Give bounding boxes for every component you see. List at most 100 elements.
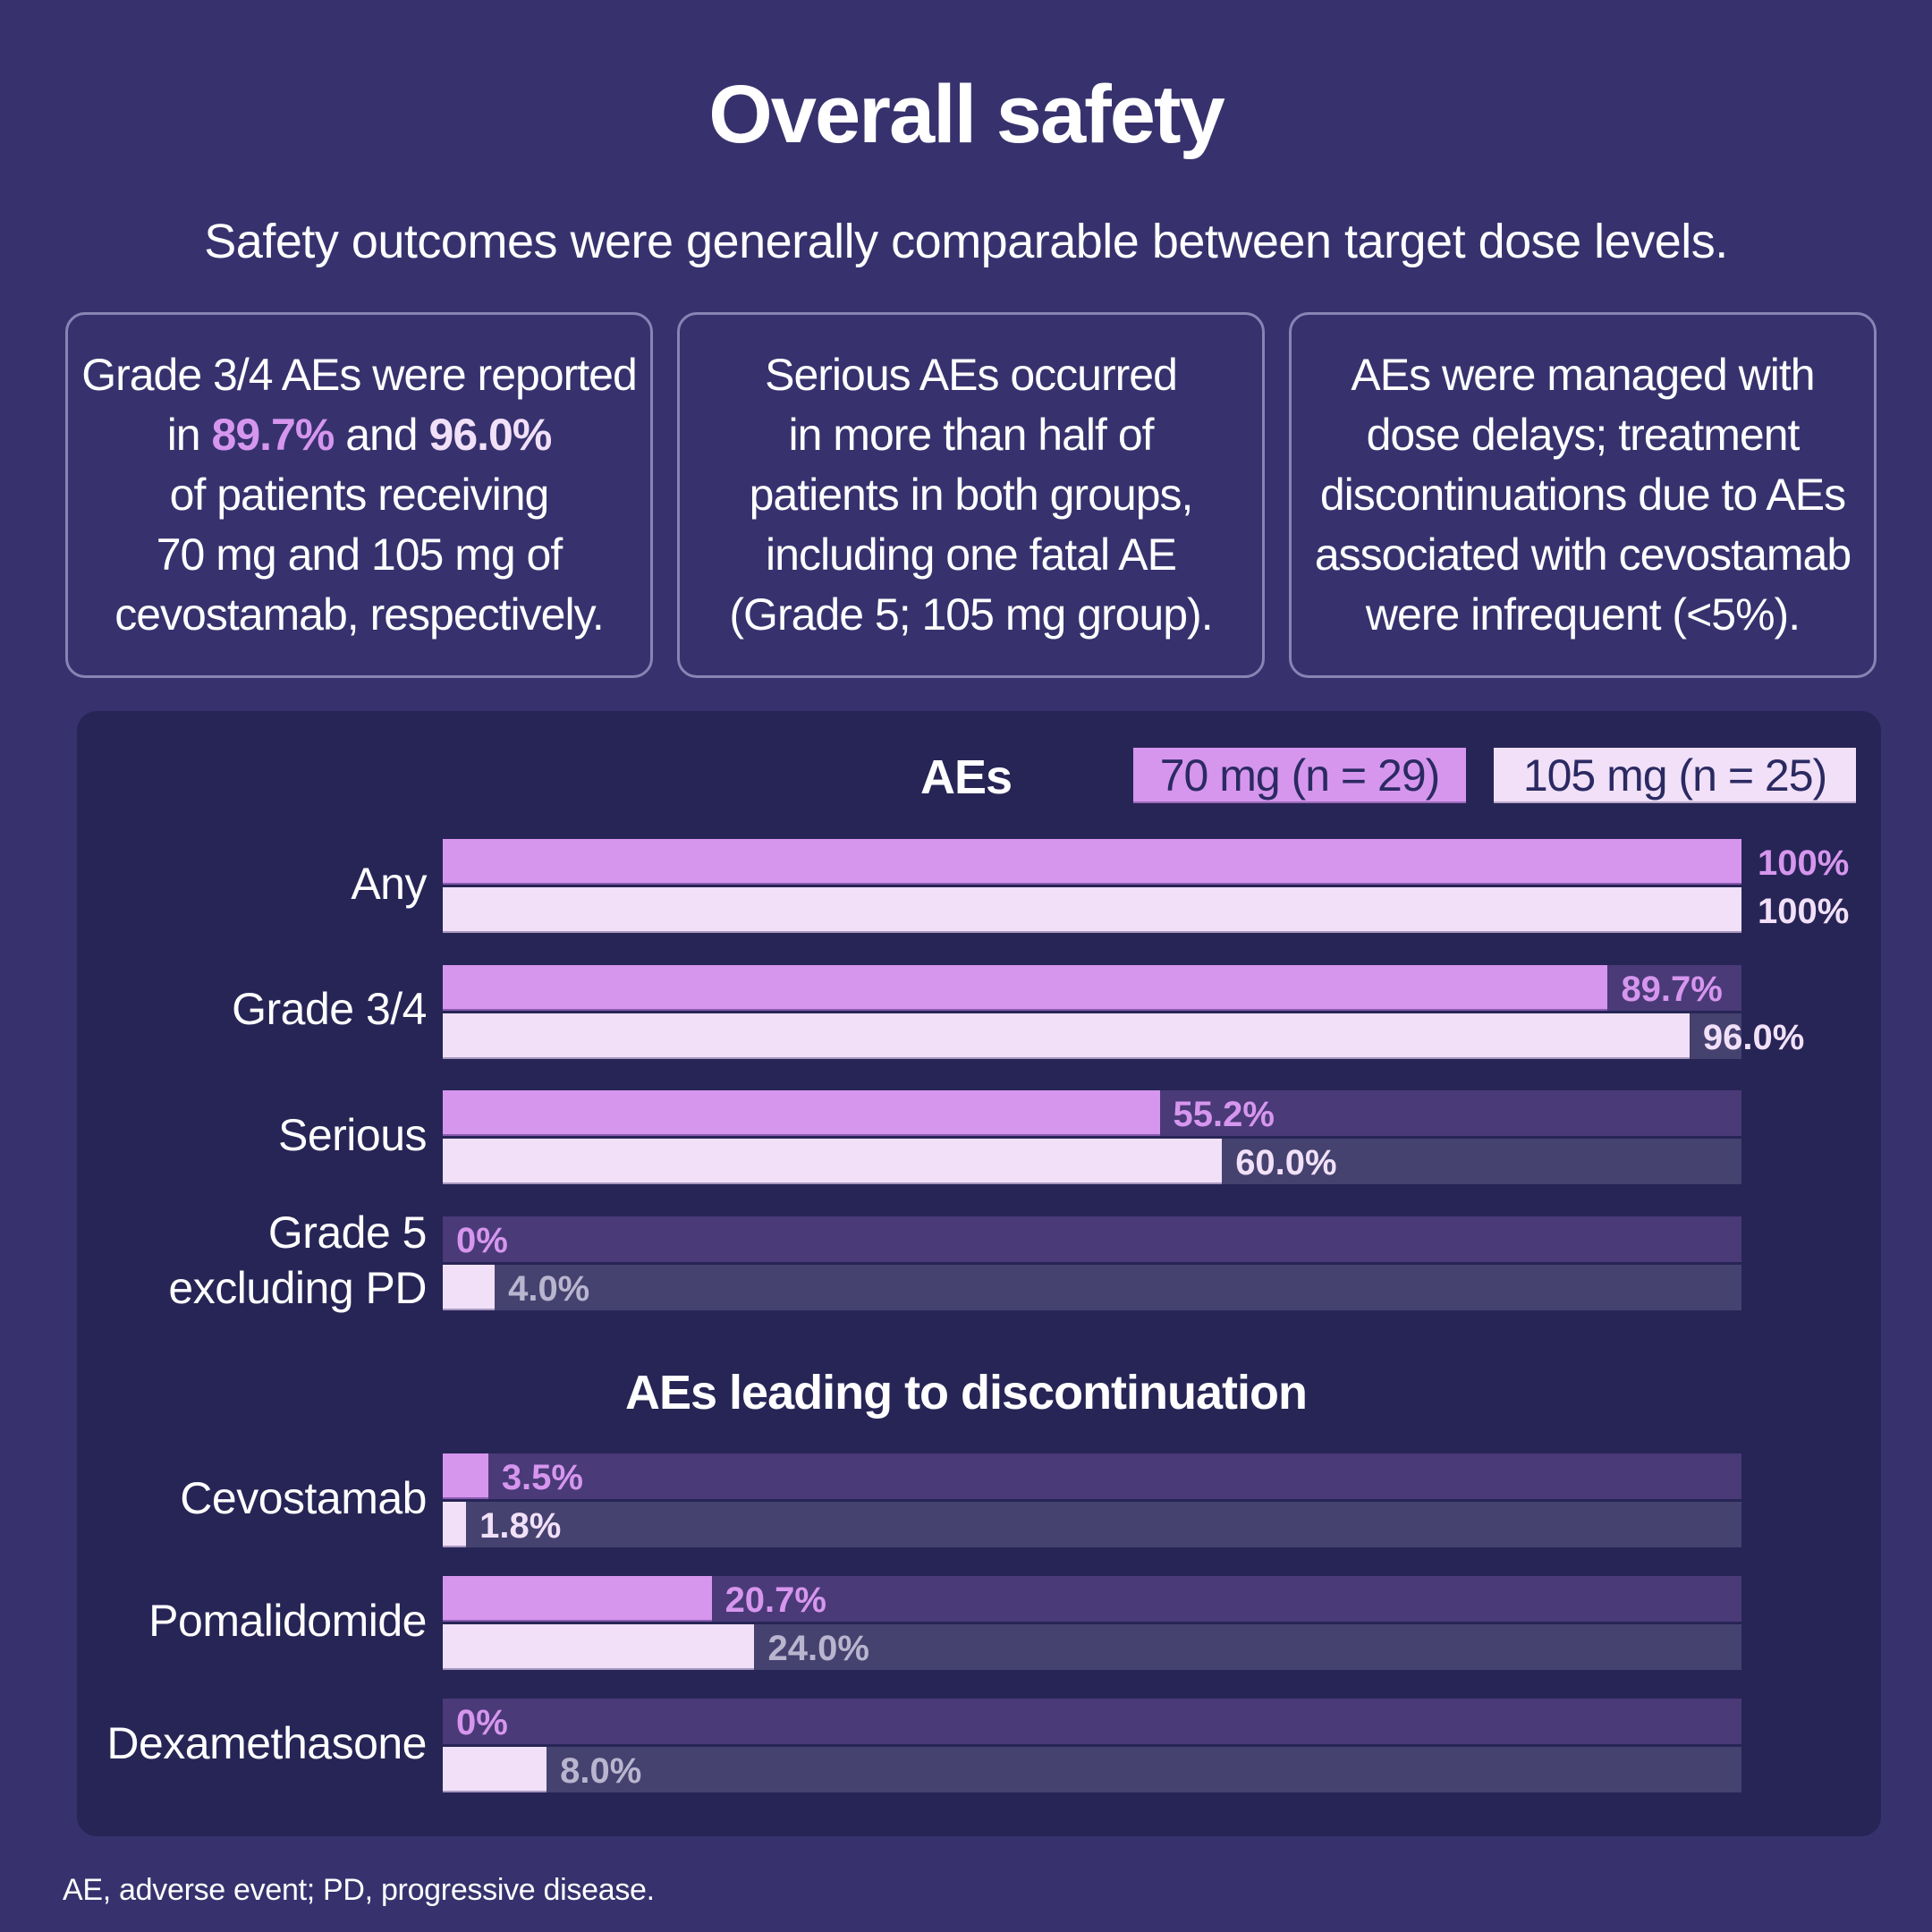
bar-serious-105mg <box>443 1139 1223 1184</box>
value-label-any-70mg: 100% <box>1758 843 1850 883</box>
value-label-any-105mg: 100% <box>1758 892 1850 931</box>
card-text-segment: (Grade 5; 105 mg group). <box>729 589 1213 640</box>
card-line: Grade 3/4 AEs were reported <box>81 345 638 405</box>
row-label-line: Cevostamab <box>180 1472 427 1523</box>
value-label-serious-70mg: 55.2% <box>1173 1095 1275 1134</box>
card-text-segment: associated with cevostamab <box>1314 530 1852 580</box>
highlight-value: 96.0% <box>428 410 553 460</box>
value-label-grade-3-4-105mg: 96.0% <box>1702 1017 1805 1057</box>
card-line: in 89.7% and 96.0% <box>81 405 637 465</box>
value-label-dexamethasone-70mg: 0% <box>456 1703 508 1742</box>
card-text: Serious AEs occurred in more than half of… <box>729 345 1213 645</box>
footnote: AE, adverse event; PD, progressive disea… <box>63 1873 655 1907</box>
card-text-segment: dose delays; treatment <box>1366 410 1801 460</box>
bar-grade-3-4-70mg <box>443 964 1608 1011</box>
card-line: patients in both groups, <box>729 465 1212 525</box>
card-text-segment: Serious AEs occurred <box>765 350 1178 400</box>
row-label-grade-5-excluding-pd: Grade 5 excluding PD <box>0 1205 427 1316</box>
bar-track-grade-5-excluding-pd-105mg <box>443 1264 1741 1310</box>
card-line: associated with cevostamab <box>1314 525 1852 585</box>
value-label-grade-5-excluding-pd-70mg: 0% <box>456 1220 508 1260</box>
row-label-line: Dexamethasone <box>106 1717 427 1768</box>
card-text: Grade 3/4 AEs were reported in 89.7% and … <box>81 345 638 645</box>
bar-track-pomalidomide-105mg <box>443 1624 1741 1670</box>
card-line: of patients receiving <box>81 465 637 525</box>
row-label-pomalidomide: Pomalidomide <box>0 1593 427 1648</box>
bar-track-serious-105mg <box>443 1139 1741 1184</box>
bar-cevostamab-105mg <box>443 1502 467 1547</box>
card-text-segment: discontinuations due to AEs <box>1319 470 1846 520</box>
row-label-line: Grade 5 <box>267 1208 428 1258</box>
card-text-segment: Grade 3/4 AEs were reported <box>81 350 638 400</box>
card-text-segment: in more than half of <box>788 410 1154 460</box>
row-label-any: Any <box>0 856 427 911</box>
card-line: (Grade 5; 105 mg group). <box>729 585 1213 645</box>
bar-track-cevostamab-105mg <box>443 1502 1741 1547</box>
card-text-segment: 70 mg and 105 mg of <box>156 530 564 580</box>
page-subtitle: Safety outcomes were generally comparabl… <box>204 215 1728 268</box>
bar-grade-3-4-105mg <box>443 1013 1690 1059</box>
card-line: in more than half of <box>729 405 1212 465</box>
value-label-pomalidomide-105mg: 24.0% <box>767 1629 869 1668</box>
bar-pomalidomide-105mg <box>443 1624 755 1670</box>
bar-serious-70mg <box>443 1090 1160 1136</box>
card-line: 70 mg and 105 mg of <box>81 525 637 585</box>
card-text-segment: including one fatal AE <box>766 530 1177 580</box>
bar-grade-5-excluding-pd-105mg <box>443 1264 496 1310</box>
bar-track-cevostamab-70mg <box>443 1453 1741 1499</box>
value-label-serious-105mg: 60.0% <box>1235 1143 1337 1182</box>
summary-card-grade34: Grade 3/4 AEs were reported in 89.7% and … <box>65 312 653 678</box>
bar-track-grade-3-4-70mg <box>443 964 1741 1011</box>
card-text-segment: cevostamab, respectively. <box>114 589 605 640</box>
value-label-dexamethasone-105mg: 8.0% <box>560 1751 642 1791</box>
row-label-line: Pomalidomide <box>148 1595 427 1646</box>
bar-dexamethasone-105mg <box>443 1747 547 1792</box>
bar-track-serious-70mg <box>443 1090 1741 1136</box>
card-text-segment: in <box>166 410 212 460</box>
page-title: Overall safety <box>708 69 1224 160</box>
row-label-line: Serious <box>277 1109 428 1160</box>
card-line: Serious AEs occurred <box>729 345 1212 405</box>
bar-track-pomalidomide-70mg <box>443 1576 1741 1622</box>
row-label-grade-3-4: Grade 3/4 <box>0 981 427 1037</box>
bar-cevostamab-70mg <box>443 1453 488 1499</box>
bar-track-grade-5-excluding-pd-70mg <box>443 1216 1741 1262</box>
bar-track-dexamethasone-105mg <box>443 1747 1741 1792</box>
bar-any-70mg <box>443 839 1741 885</box>
bar-track-grade-3-4-105mg <box>443 1013 1741 1059</box>
section-title-aes: AEs <box>919 750 1013 804</box>
card-line: including one fatal AE <box>729 525 1212 585</box>
row-label-line: Grade 3/4 <box>232 984 427 1034</box>
card-line: discontinuations due to AEs <box>1315 465 1851 525</box>
value-label-cevostamab-105mg: 1.8% <box>479 1506 562 1546</box>
bar-track-any-70mg <box>443 839 1741 885</box>
value-label-grade-5-excluding-pd-105mg: 4.0% <box>508 1268 590 1309</box>
card-text-segment: of patients receiving <box>169 470 550 520</box>
card-line: dose delays; treatment <box>1315 405 1851 465</box>
section-title-discontinuation: AEs leading to discontinuation <box>624 1366 1308 1419</box>
row-label-serious: Serious <box>0 1107 428 1163</box>
bar-track-any-105mg <box>443 887 1741 933</box>
row-label-line: excluding PD <box>168 1263 427 1313</box>
bar-pomalidomide-70mg <box>443 1576 712 1622</box>
card-text-segment: were infrequent (<5%). <box>1365 589 1801 640</box>
row-label-line: Any <box>351 858 427 909</box>
bar-any-105mg <box>443 887 1741 933</box>
card-text: AEs were managed with dose delays; treatm… <box>1314 345 1852 645</box>
row-label-dexamethasone: Dexamethasone <box>0 1716 427 1771</box>
bar-track-dexamethasone-70mg <box>443 1699 1741 1744</box>
value-label-cevostamab-70mg: 3.5% <box>501 1458 583 1497</box>
card-line: cevostamab, respectively. <box>81 585 637 645</box>
card-text-segment: and <box>334 410 429 460</box>
row-label-cevostamab: Cevostamab <box>0 1470 427 1526</box>
legend-70mg: 70 mg (n = 29) <box>1133 748 1466 803</box>
card-line: were infrequent (<5%). <box>1315 585 1851 645</box>
card-text-segment: AEs were managed with <box>1351 350 1815 400</box>
summary-card-discontinuation: AEs were managed with dose delays; treatm… <box>1289 312 1877 678</box>
value-label-grade-3-4-70mg: 89.7% <box>1621 969 1723 1009</box>
value-label-pomalidomide-70mg: 20.7% <box>724 1580 826 1620</box>
card-text-segment: patients in both groups, <box>749 470 1194 520</box>
summary-card-serious: Serious AEs occurred in more than half of… <box>677 312 1265 678</box>
highlight-value: 89.7% <box>211 410 335 460</box>
card-line: AEs were managed with <box>1315 345 1851 405</box>
